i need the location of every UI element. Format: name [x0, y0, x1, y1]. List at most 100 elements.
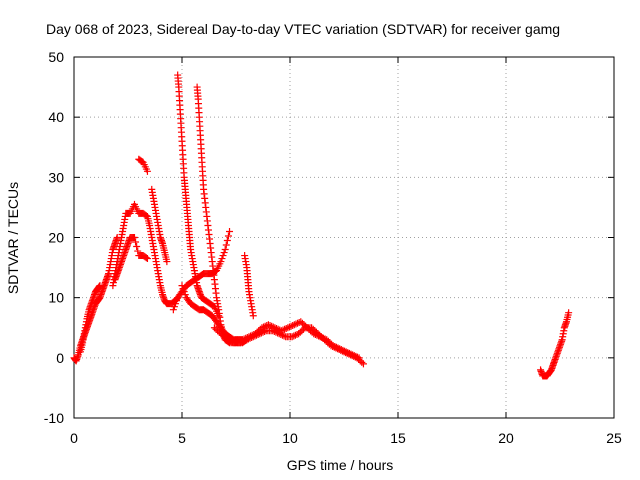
data-point: [313, 331, 321, 339]
data-point: [163, 258, 171, 266]
data-point: [273, 325, 280, 333]
data-point: [132, 238, 140, 246]
y-tick-label: 20: [48, 230, 64, 246]
data-point: [271, 324, 279, 332]
data-point: [334, 344, 342, 352]
data-point: [225, 337, 233, 345]
data-point: [297, 318, 305, 326]
data-point: [130, 234, 138, 241]
axis-ticks: [73, 56, 615, 419]
data-point: [224, 232, 232, 240]
data-point: [289, 321, 297, 329]
data-point: [238, 336, 246, 344]
data-point: [264, 321, 272, 329]
data-point: [222, 241, 230, 249]
data-point: [336, 345, 344, 353]
data-point: [354, 353, 361, 361]
series-trace-b: [76, 282, 104, 356]
y-tick-label: 30: [48, 169, 64, 185]
data-point: [296, 328, 304, 336]
data-point: [319, 334, 327, 342]
x-tick-label: 5: [178, 430, 186, 446]
data-point: [242, 334, 250, 342]
data-point: [214, 327, 222, 335]
data-point: [217, 258, 225, 266]
data-point: [133, 243, 141, 251]
data-point: [279, 326, 287, 334]
data-point: [352, 352, 360, 360]
data-point: [96, 282, 104, 290]
y-tick-label: 40: [48, 109, 64, 125]
data-point: [300, 321, 308, 329]
series-trace-f: [148, 185, 171, 266]
data-point: [170, 303, 178, 311]
data-point: [215, 328, 223, 336]
data-point: [181, 291, 189, 299]
data-point: [180, 288, 188, 296]
series-trace-j: [178, 282, 246, 344]
data-point: [324, 337, 332, 345]
data-point: [282, 325, 290, 333]
data-point: [251, 330, 259, 338]
data-point: [220, 249, 228, 257]
data-point: [349, 351, 357, 359]
data-point: [323, 336, 331, 344]
y-tick-label: -10: [44, 410, 64, 426]
data-point: [316, 333, 324, 341]
data-point: [281, 325, 289, 333]
data-point: [358, 358, 366, 366]
x-tick-label: 15: [390, 430, 406, 446]
series-trace-l: [210, 324, 367, 368]
data-point: [298, 327, 306, 335]
data-point: [227, 337, 235, 345]
data-point: [249, 312, 257, 320]
data-point: [223, 237, 231, 245]
data-point: [331, 343, 339, 351]
series-trace-i: [169, 227, 234, 314]
data-point: [305, 325, 313, 333]
x-tick-label: 10: [282, 430, 298, 446]
series-trace-d: [111, 234, 151, 284]
data-point: [302, 322, 310, 330]
data-point: [277, 327, 285, 335]
data-point: [269, 323, 277, 331]
data-point: [329, 342, 337, 350]
data-point: [310, 330, 318, 338]
data-point: [240, 335, 248, 343]
x-tick-label: 25: [606, 430, 622, 446]
data-point: [245, 333, 253, 341]
data-point: [143, 255, 151, 263]
data-point: [178, 282, 186, 290]
y-tick-label: 0: [56, 350, 64, 366]
data-point: [247, 332, 255, 340]
data-point: [266, 321, 274, 329]
data-point: [143, 167, 151, 175]
data-point: [345, 349, 353, 357]
y-axis-label: SDTVAR / TECUs: [5, 182, 21, 294]
data-point: [332, 343, 340, 351]
y-tick-label: 50: [48, 49, 64, 65]
data-point: [142, 212, 150, 220]
data-point: [226, 227, 234, 235]
data-point: [285, 323, 293, 331]
x-axis-label: GPS time / hours: [287, 457, 394, 473]
data-point: [217, 330, 225, 338]
data-point: [219, 331, 226, 339]
data-point: [260, 323, 268, 331]
data-point: [274, 325, 282, 333]
data-point: [347, 350, 355, 358]
data-point: [172, 300, 180, 308]
data-point: [212, 325, 220, 333]
data-point: [295, 318, 303, 326]
data-point: [134, 247, 142, 255]
data-point: [356, 357, 364, 365]
data-point: [220, 333, 228, 341]
data-point: [303, 324, 311, 332]
data-point: [298, 319, 306, 327]
data-point: [359, 360, 367, 368]
data-point: [292, 320, 300, 328]
data-point: [179, 285, 187, 293]
data-point: [258, 324, 266, 332]
y-tick-label: 10: [48, 290, 64, 306]
